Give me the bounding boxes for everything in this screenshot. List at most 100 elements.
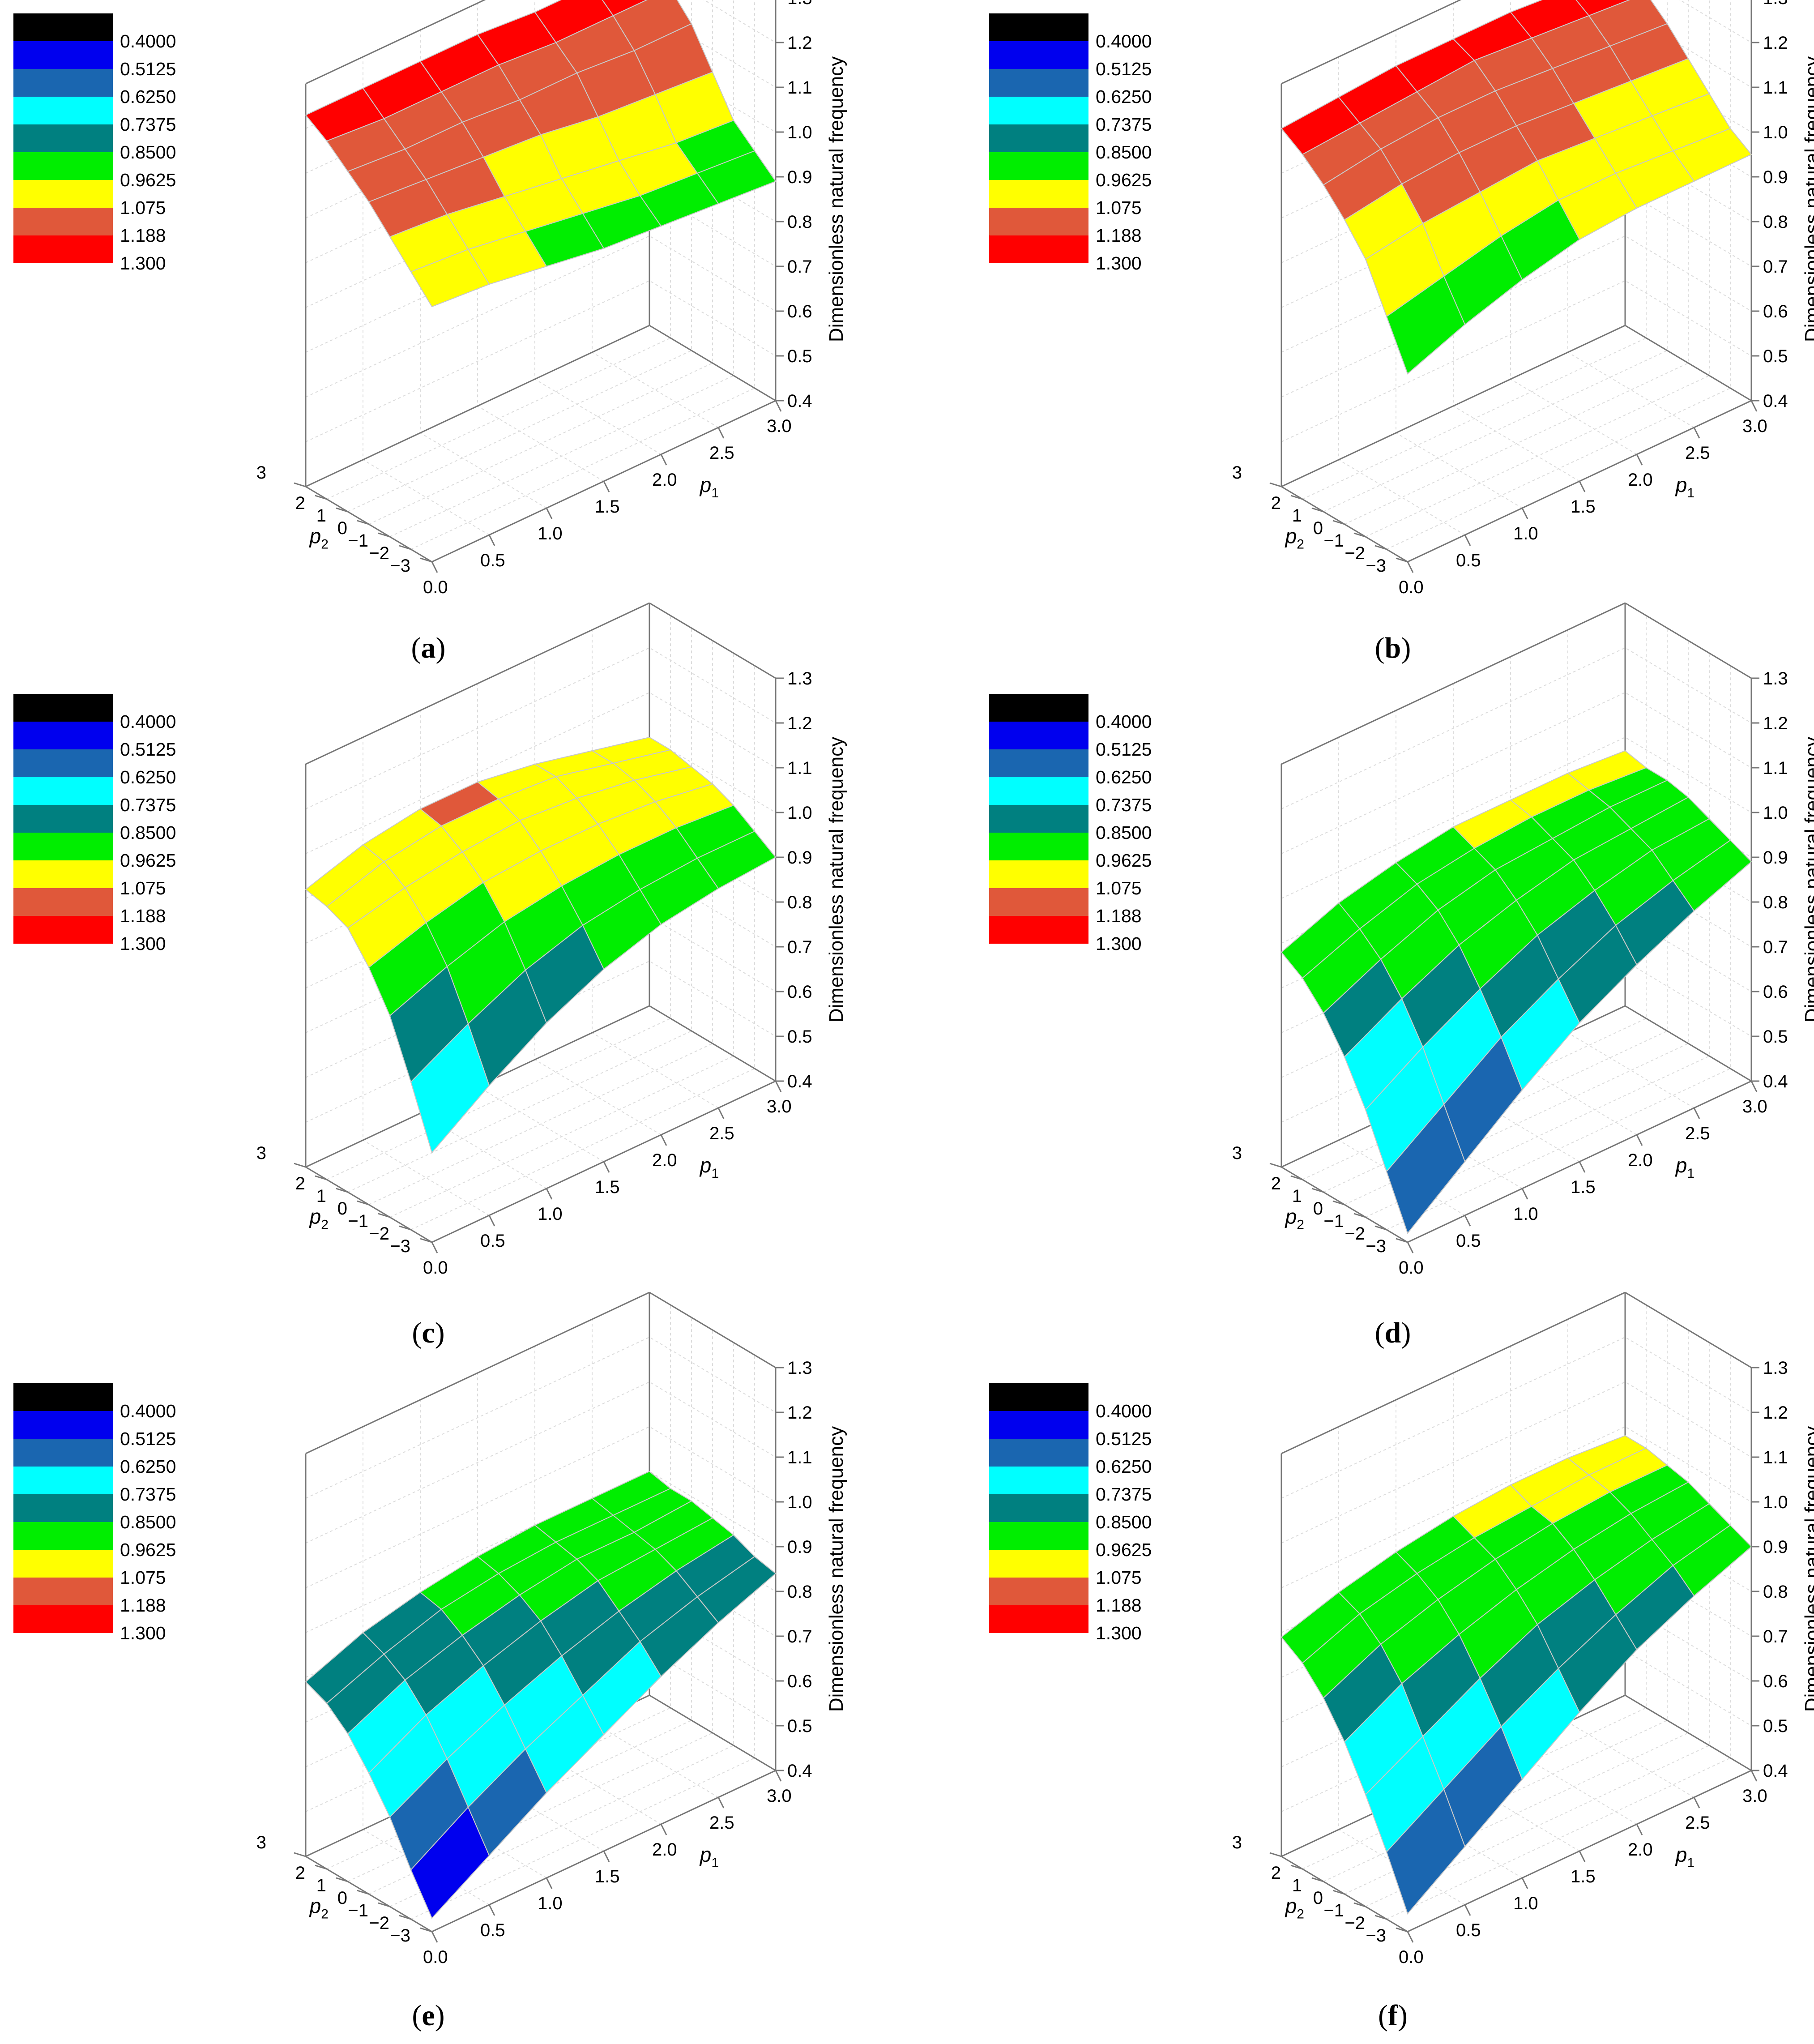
p1-tick-mark — [431, 1931, 438, 1943]
legend-swatch — [989, 888, 1088, 916]
z-tick-label: 0.4 — [787, 1072, 812, 1091]
axis-line — [1625, 325, 1752, 402]
legend-label: 0.4000 — [1096, 1401, 1152, 1421]
z-tick-label: 1.3 — [1763, 0, 1788, 8]
p1-tick-mark — [1750, 1770, 1758, 1782]
legend-label: 0.5125 — [120, 1428, 176, 1449]
z-gridline — [305, 1336, 776, 1499]
z-tick-label: 0.5 — [1763, 1716, 1788, 1736]
axis-line — [649, 325, 776, 402]
axis-line — [649, 602, 776, 679]
p1-tick-mark — [1579, 1851, 1586, 1862]
legend-swatch — [989, 1411, 1088, 1439]
p2-tick-label: 2 — [295, 1174, 305, 1193]
p1-tick-label: 2.0 — [652, 1840, 677, 1860]
axis-line — [1281, 1291, 1626, 1454]
p2-tick-mark — [1353, 532, 1366, 538]
z-tick-label: 1.3 — [1763, 669, 1788, 688]
legend-label: 0.9625 — [120, 1539, 176, 1560]
legend-label: 1.300 — [1096, 253, 1142, 274]
legend-label: 0.4000 — [120, 711, 176, 732]
p2-tick-label: 3 — [1232, 1143, 1242, 1163]
legend-swatch — [13, 1578, 113, 1605]
p2-axis-label: p2 — [1285, 1894, 1304, 1921]
z-tick-label: 1.1 — [787, 78, 812, 98]
axis-line — [1281, 602, 1626, 765]
p2-tick-mark — [1332, 520, 1345, 525]
p1-tick-label: 0.0 — [423, 1947, 448, 1967]
legend-swatch — [13, 1522, 113, 1550]
p1-tick-mark — [431, 561, 438, 573]
legend-swatch — [989, 805, 1088, 833]
p1-tick-mark — [1579, 1161, 1586, 1173]
z-tick-label: 0.6 — [1763, 1672, 1788, 1691]
legend-swatch — [13, 97, 113, 124]
p2-tick-label: −3 — [390, 1236, 410, 1256]
legend-label: 0.7375 — [120, 114, 176, 135]
z-axis-label: Dimensionless natural frequency — [825, 1426, 847, 1712]
axis-line — [305, 325, 650, 487]
p2-tick-mark — [315, 1864, 327, 1870]
z-tick-label: 1.0 — [1763, 803, 1788, 823]
panel-b: 0.4000 0.5125 0.6250 0.7375 0.8500 0.9625 1.07… — [976, 0, 1814, 671]
legend-label: 1.075 — [1096, 1567, 1142, 1588]
legend-label: 1.300 — [120, 1623, 166, 1643]
p1-tick-mark — [1636, 1824, 1643, 1835]
p2-tick-label: 1 — [316, 506, 326, 526]
surface-cell — [410, 248, 490, 308]
p1-tick-mark — [1693, 1797, 1700, 1809]
p2-tick-label: 1 — [1292, 1186, 1302, 1206]
axis-line — [649, 1291, 776, 1368]
p2-tick-label: −2 — [369, 1224, 389, 1244]
p1-tick-mark — [775, 400, 782, 412]
p1-tick-label: 0.0 — [423, 1258, 448, 1278]
p1-tick-label: 0.0 — [1399, 1258, 1424, 1278]
caption-d: (d) — [1374, 1317, 1411, 1349]
legend-label: 0.8500 — [120, 822, 176, 843]
p1-tick-mark — [775, 1081, 782, 1092]
p1-tick-label: 0.0 — [1399, 1947, 1424, 1967]
legend-label: 0.5125 — [1096, 1428, 1152, 1449]
p1-tick-mark — [1693, 427, 1700, 439]
z-tick-label: 1.1 — [1763, 1448, 1788, 1467]
p1-tick-label: 0.0 — [1399, 577, 1424, 597]
p1-tick-label: 3.0 — [767, 1097, 792, 1116]
legend-swatch — [989, 749, 1088, 777]
p1-tick-mark — [603, 481, 610, 492]
z-tick-label: 0.6 — [787, 982, 812, 1002]
p1-tick-mark — [1464, 1215, 1471, 1227]
p1-tick-mark — [660, 1134, 667, 1146]
p2-tick-label: 3 — [256, 1833, 266, 1852]
panel-a: 0.4000 0.5125 0.6250 0.7375 0.8500 0.9625 1.07… — [0, 0, 895, 671]
z-tick-label: 0.8 — [1763, 212, 1788, 232]
legend-label: 0.8500 — [120, 1512, 176, 1532]
p1-tick-label: 0.5 — [480, 1231, 505, 1251]
axis-line — [1625, 1291, 1752, 1368]
p2-tick-label: −2 — [1344, 1913, 1365, 1933]
legend-label: 1.075 — [120, 1567, 166, 1588]
legend-label: 1.188 — [1096, 225, 1142, 246]
legend-label: 1.188 — [1096, 906, 1142, 926]
p1-tick-label: 2.0 — [1628, 1840, 1653, 1860]
p2-tick-label: −2 — [1344, 1224, 1365, 1244]
p1-tick-mark — [660, 454, 667, 466]
p1-tick-mark — [1407, 1931, 1414, 1943]
p2-tick-label: −3 — [390, 556, 410, 576]
p1-tick-mark — [1464, 535, 1471, 546]
z-tick-label: 1.2 — [1763, 33, 1788, 53]
legend-label: 0.4000 — [1096, 31, 1152, 51]
p1-tick-label: 2.5 — [1685, 1124, 1710, 1143]
p1-tick-label: 1.0 — [538, 1204, 563, 1224]
p1-tick-mark — [1521, 1188, 1528, 1200]
p1-tick-mark — [603, 1161, 610, 1173]
p2-tick-label: −1 — [348, 1901, 368, 1920]
chart-e: 0.4000 0.5125 0.6250 0.7375 0.8500 0.9625 1.07… — [13, 1291, 847, 1967]
p2-axis-label: p2 — [309, 1894, 329, 1921]
p2-tick-mark — [1290, 495, 1303, 500]
p1-tick-mark — [1750, 1081, 1758, 1092]
axis-line — [1625, 1005, 1752, 1082]
legend-swatch — [13, 722, 113, 749]
z-tick-label: 0.9 — [787, 1537, 812, 1557]
p2-tick-mark — [1311, 1188, 1324, 1193]
z-gridline — [1281, 1336, 1752, 1499]
